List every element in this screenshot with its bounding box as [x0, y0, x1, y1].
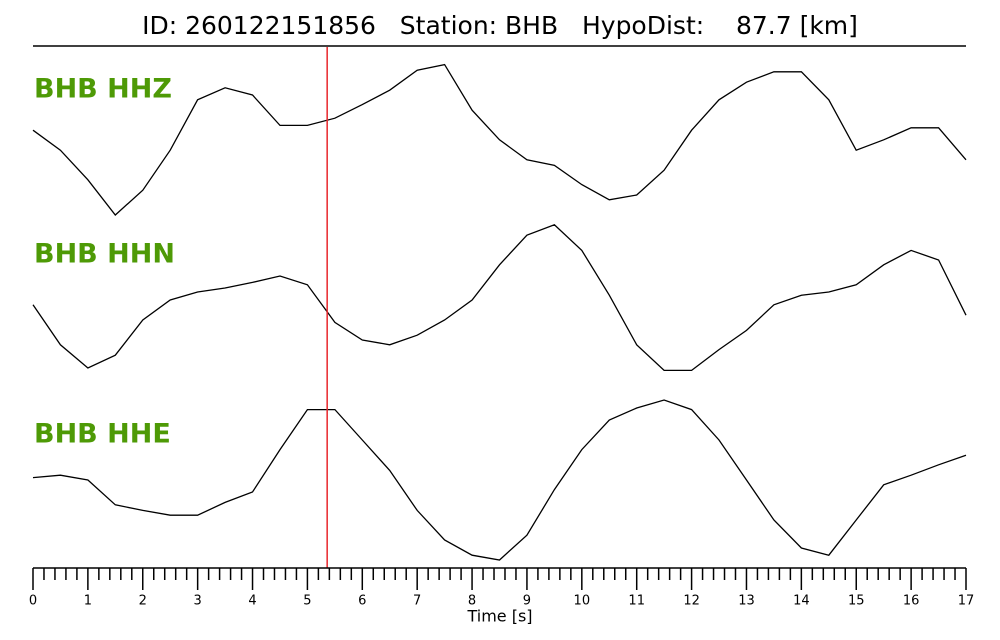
- trace: [32, 63, 967, 216]
- chart-title: ID: 260122151856 Station: BHB HypoDist: …: [142, 11, 858, 40]
- x-tick-label: 16: [903, 594, 920, 609]
- trace-name: BHB HHE: [34, 419, 171, 450]
- x-tick-label: 17: [958, 594, 975, 609]
- x-tick-label: 15: [848, 594, 865, 609]
- x-tick-label: 8: [468, 594, 476, 609]
- x-tick-label: 9: [523, 594, 531, 609]
- x-tick-label: 13: [738, 594, 755, 609]
- x-tick-label: 4: [248, 594, 256, 609]
- x-tick-label: 0: [29, 594, 37, 609]
- x-tick-label: 2: [139, 594, 147, 609]
- x-tick-label: 12: [683, 594, 700, 609]
- x-tick-label: 1: [84, 594, 92, 609]
- x-tick-label: 10: [574, 594, 591, 609]
- x-tick-label: 6: [358, 594, 366, 609]
- x-tick-label: 14: [793, 594, 810, 609]
- trace: [32, 224, 967, 372]
- trace-name: BHB HHN: [34, 239, 175, 270]
- x-tick-label: 3: [194, 594, 202, 609]
- trace-name: BHB HHZ: [34, 74, 172, 105]
- x-tick-label: 5: [303, 594, 311, 609]
- x-tick-label: 11: [628, 594, 645, 609]
- x-tick-label: 7: [413, 594, 421, 609]
- x-axis-label: Time [s]: [466, 607, 532, 626]
- trace: [32, 399, 967, 561]
